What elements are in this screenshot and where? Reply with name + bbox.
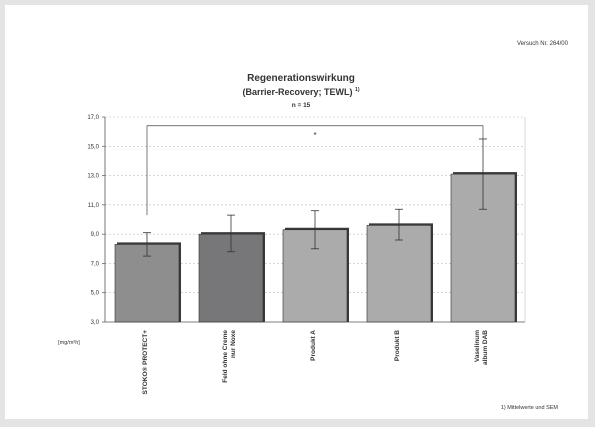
y-axis-unit: [mg/m²h] (58, 340, 80, 346)
bars (114, 138, 517, 323)
x-tick-label-line: Produkt A (310, 330, 317, 361)
x-tick-label-line: Produkt B (394, 330, 401, 361)
bar (366, 225, 432, 323)
x-tick-label-line: STOKO® PROTECT+ (141, 330, 149, 395)
bar (114, 244, 180, 323)
significance-line (146, 125, 484, 216)
y-tick-label: 5,0 (91, 291, 100, 297)
significance-marker: * (313, 131, 316, 140)
chart-panel: Versuch Nr. 264/00 Regenerationswirkung … (5, 5, 588, 419)
x-axis-labels: STOKO® PROTECT+ Feld ohne Creme nur Noxe Pr… (141, 330, 489, 395)
x-tick-label: Feld ohne Creme nur Noxe (222, 330, 237, 383)
significance-bracket: * (146, 125, 484, 216)
x-tick-label: Produkt B (394, 330, 401, 361)
chart-subtitle-text: (Barrier-Recovery; TEWL) (243, 87, 353, 97)
chart-title: Regenerationswirkung (247, 73, 355, 84)
y-tick-label: 11,0 (88, 203, 100, 209)
sample-size: n = 15 (292, 102, 311, 109)
chart-subtitle: (Barrier-Recovery; TEWL) 1) (243, 87, 360, 97)
y-tick-label: 3,0 (91, 320, 100, 326)
footnote: 1) Mittelwerte und SEM (501, 405, 559, 411)
y-tick-label: 15,0 (87, 144, 99, 150)
y-tick-label: 17,0 (87, 115, 99, 121)
y-tick-label: 13,0 (87, 174, 99, 180)
x-tick-label-line: album DAB (482, 330, 489, 365)
chart-subtitle-superscript: 1) (355, 87, 360, 93)
x-tick-label-line: Feld ohne Creme (222, 330, 229, 383)
chart-svg: Versuch Nr. 264/00 Regenerationswirkung … (58, 41, 569, 411)
experiment-label: Versuch Nr. 264/00 (517, 41, 569, 47)
x-tick-label: STOKO® PROTECT+ (141, 330, 149, 395)
x-tick-label-line: Vaselinum (474, 330, 481, 362)
x-tick-label: Produkt A (310, 330, 317, 361)
y-tick-label: 7,0 (91, 261, 100, 267)
x-tick-label-line: nur Noxe (230, 330, 237, 359)
x-tick-label: Vaselinum album DAB (474, 330, 489, 365)
y-tick-label: 9,0 (91, 232, 100, 238)
